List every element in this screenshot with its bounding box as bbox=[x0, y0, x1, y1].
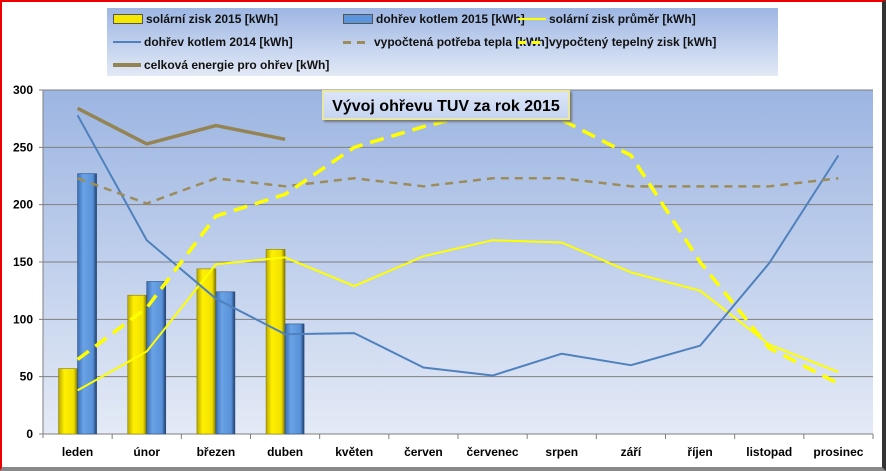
legend-item: solární zisk průměr [kWh] bbox=[518, 12, 696, 26]
y-tick-label: 150 bbox=[13, 255, 33, 269]
line-series-4 bbox=[76, 106, 286, 146]
legend-item: vypočtená potřeba tepla [kWh] bbox=[343, 35, 549, 49]
legend-label: celková energie pro ohřev [kWh] bbox=[144, 58, 330, 72]
bar-solar-2015 bbox=[58, 368, 78, 435]
x-tick-label: září bbox=[621, 445, 642, 459]
x-tick-label: červenec bbox=[467, 445, 519, 459]
legend-item: solární zisk 2015 [kWh] bbox=[113, 12, 278, 26]
legend-swatch-icon bbox=[518, 18, 546, 20]
bar-boiler-2015 bbox=[215, 291, 236, 435]
x-tick-label: červen bbox=[404, 445, 443, 459]
y-tick-label: 100 bbox=[13, 312, 33, 326]
legend-item: dohřev kotlem 2015 [kWh] bbox=[343, 12, 525, 26]
legend-label: dohřev kotlem 2014 [kWh] bbox=[144, 35, 293, 49]
legend-label: solární zisk průměr [kWh] bbox=[549, 12, 696, 26]
legend-label: vypočtený tepelný zisk [kWh] bbox=[549, 35, 717, 49]
chart-title: Vývoj ohřevu TUV za rok 2015 bbox=[322, 90, 570, 120]
legend-swatch-icon bbox=[113, 63, 141, 67]
x-tick-label: duben bbox=[267, 445, 303, 459]
legend-label: vypočtená potřeba tepla [kWh] bbox=[374, 35, 549, 49]
y-tick-label: 50 bbox=[20, 370, 34, 384]
x-tick-label: květen bbox=[335, 445, 373, 459]
legend-label: dohřev kotlem 2015 [kWh] bbox=[376, 12, 525, 26]
x-tick-label: srpen bbox=[545, 445, 578, 459]
line-series-0 bbox=[77, 239, 839, 392]
bar-solar-2015 bbox=[196, 268, 217, 435]
legend-swatch-icon bbox=[113, 41, 141, 43]
legend-label: solární zisk 2015 [kWh] bbox=[146, 12, 279, 26]
legend-swatch-icon bbox=[518, 40, 546, 44]
bar-boiler-2015 bbox=[77, 173, 97, 435]
bar-solar-2015 bbox=[265, 249, 286, 435]
legend-swatch-icon bbox=[113, 14, 143, 24]
legend-item: vypočtený tepelný zisk [kWh] bbox=[518, 35, 716, 49]
x-tick-label: leden bbox=[62, 445, 93, 459]
bar-boiler-2015 bbox=[284, 323, 305, 435]
x-tick-label: prosinec bbox=[813, 445, 863, 459]
bar-boiler-2015 bbox=[146, 281, 167, 435]
legend-swatch-icon bbox=[343, 14, 373, 24]
x-tick-label: březen bbox=[197, 445, 236, 459]
y-tick-label: 200 bbox=[13, 198, 33, 212]
legend-item: dohřev kotlem 2014 [kWh] bbox=[113, 35, 293, 49]
x-tick-label: listopad bbox=[746, 445, 792, 459]
y-tick-label: 0 bbox=[26, 427, 33, 441]
legend: solární zisk 2015 [kWh] dohřev kotlem 201… bbox=[107, 8, 778, 76]
y-tick-label: 300 bbox=[13, 83, 33, 97]
x-tick-label: únor bbox=[133, 445, 160, 459]
line-series-1 bbox=[76, 114, 840, 377]
y-tick-label: 250 bbox=[13, 140, 33, 154]
x-tick-label: říjen bbox=[687, 445, 712, 459]
legend-item: celková energie pro ohřev [kWh] bbox=[113, 58, 329, 72]
legend-swatch-icon bbox=[343, 40, 371, 44]
line-series-2 bbox=[77, 177, 839, 205]
